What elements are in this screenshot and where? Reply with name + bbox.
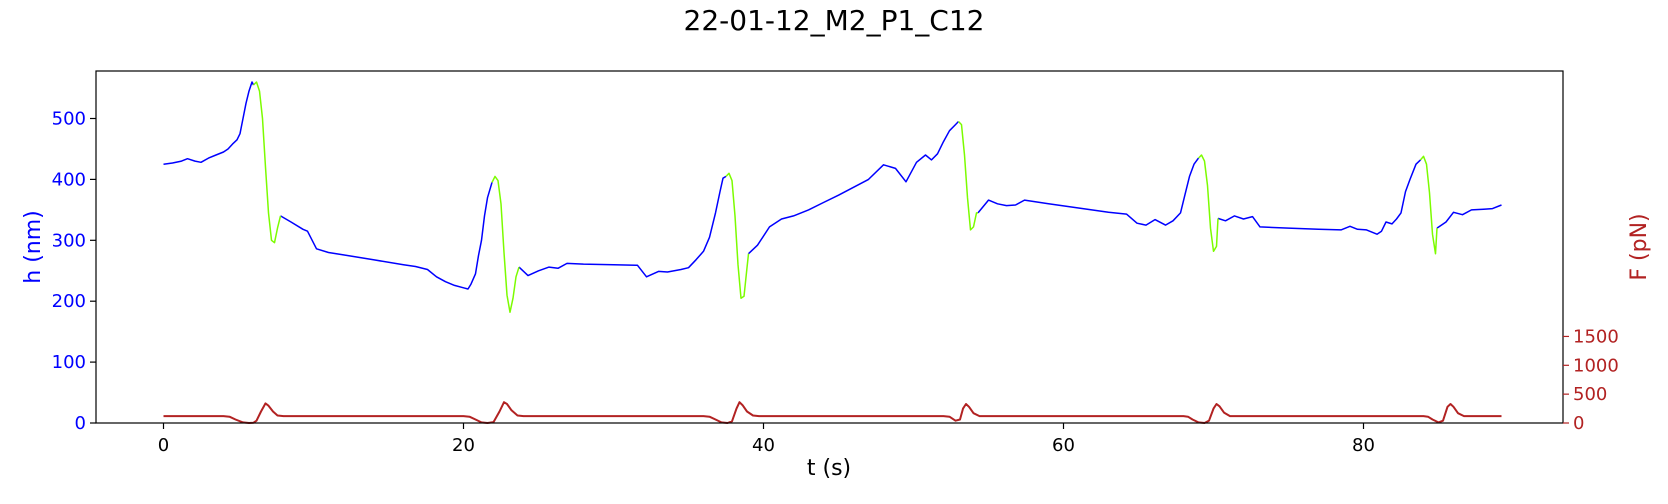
x-axis-label: t (s)	[807, 456, 851, 481]
y-left-tick-label: 400	[52, 169, 86, 190]
y-axis-label-left: h (nm)	[21, 210, 46, 283]
series-line-2-segment-0	[163, 401, 1502, 424]
series-line-1-segment-1	[491, 175, 520, 313]
series-line-0-segment-3	[747, 120, 960, 255]
series-layer	[163, 81, 1502, 424]
series-line-0-segment-2	[518, 175, 727, 278]
x-tick-label: 0	[158, 435, 169, 456]
plot-frame	[95, 70, 1564, 424]
series-line-1-segment-5	[1419, 155, 1438, 255]
y-left-tick-label: 300	[52, 230, 86, 251]
y-left-tick-label: 0	[75, 413, 86, 434]
series-line-1-segment-3	[957, 120, 978, 231]
y-left-tick-label: 500	[52, 109, 86, 130]
chart-title: 22-01-12_M2_P1_C12	[684, 4, 985, 37]
y-left-tick-label: 100	[52, 352, 86, 373]
y-right-tick-label: 1500	[1573, 326, 1619, 347]
series-line-0-segment-0	[163, 81, 255, 165]
series-line-1-segment-0	[252, 81, 282, 244]
x-tick-label: 80	[1352, 435, 1375, 456]
x-tick-label: 60	[1052, 435, 1075, 456]
x-tick-label: 20	[452, 435, 475, 456]
series-line-0-segment-6	[1436, 204, 1502, 229]
series-line-1-segment-4	[1197, 154, 1219, 253]
series-line-0-segment-5	[1217, 159, 1422, 235]
y-right-tick-label: 0	[1573, 413, 1584, 434]
series-line-1-segment-2	[725, 172, 750, 299]
x-tick-label: 40	[752, 435, 775, 456]
axes-layer: 0 20 40 60 80 0 100 200 300 400 500 0 500 1000 1500	[52, 70, 1619, 456]
series-line-0-segment-1	[280, 182, 493, 290]
y-right-tick-label: 500	[1573, 384, 1607, 405]
y-axis-label-right: F (pN)	[1627, 213, 1652, 280]
y-left-tick-label: 200	[52, 291, 86, 312]
series-line-0-segment-4	[977, 157, 1200, 226]
y-right-tick-label: 1000	[1573, 355, 1619, 376]
